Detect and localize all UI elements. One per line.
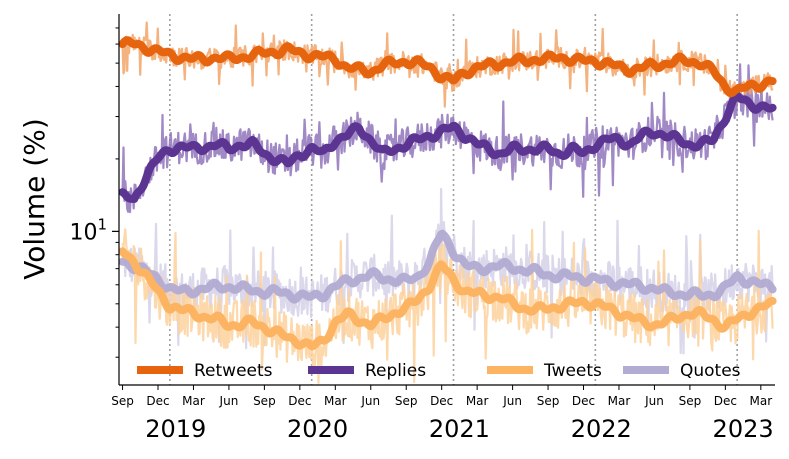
x-tick-label: Jun bbox=[219, 394, 239, 408]
retweets-trend-line bbox=[118, 36, 777, 98]
x-tick-label: Sep bbox=[679, 394, 702, 408]
x-tick-label: Dec bbox=[430, 394, 453, 408]
y-axis-label: Volume (%) bbox=[18, 118, 51, 280]
replies-daily-line bbox=[121, 63, 774, 214]
x-tick-label: Mar bbox=[608, 394, 631, 408]
x-tick-label: Mar bbox=[182, 394, 205, 408]
x-tick-label: Dec bbox=[572, 394, 595, 408]
x-ticks: Sep Dec Mar Jun Sep Dec Mar Jun Sep Dec Mar Jun Sep D… bbox=[111, 385, 772, 408]
year-labels: 2019 2020 2021 2022 2023 bbox=[145, 415, 773, 443]
x-tick-label: Sep bbox=[111, 394, 134, 408]
x-tick-label: Mar bbox=[324, 394, 347, 408]
series-lines bbox=[118, 36, 777, 351]
year-label: 2021 bbox=[429, 415, 490, 443]
x-tick-label: Jun bbox=[644, 394, 664, 408]
year-label: 2019 bbox=[145, 415, 206, 443]
tweets-daily-line bbox=[121, 228, 774, 384]
axes bbox=[118, 14, 775, 386]
x-tick-label: Jun bbox=[502, 394, 522, 408]
x-tick-label: Dec bbox=[146, 394, 169, 408]
year-label: 2020 bbox=[287, 415, 348, 443]
replies-trend-line bbox=[118, 91, 777, 203]
x-tick-label: Dec bbox=[714, 394, 737, 408]
tweets-legend-label: Tweets bbox=[543, 361, 602, 381]
retweets-legend-label: Retweets bbox=[194, 361, 273, 381]
x-tick-label: Dec bbox=[288, 394, 311, 408]
year-label: 2022 bbox=[571, 415, 632, 443]
y-ticks: 101 bbox=[69, 27, 119, 358]
quotes-legend-label: Quotes bbox=[680, 361, 741, 381]
x-tick-label: Mar bbox=[749, 394, 772, 408]
x-tick-label: Sep bbox=[537, 394, 560, 408]
year-label: 2023 bbox=[713, 415, 774, 443]
y-tick-label: 101 bbox=[69, 215, 107, 245]
replies-legend-label: Replies bbox=[365, 361, 426, 381]
x-tick-label: Sep bbox=[253, 394, 276, 408]
x-tick-label: Jun bbox=[360, 394, 380, 408]
x-tick-label: Mar bbox=[466, 394, 489, 408]
tweets-trend-line bbox=[118, 247, 777, 351]
x-tick-label: Sep bbox=[395, 394, 418, 408]
quotes-trend-line bbox=[118, 229, 777, 304]
legend: Retweets Replies Tweets Quotes bbox=[137, 361, 741, 381]
retweets-daily-line bbox=[121, 21, 774, 115]
